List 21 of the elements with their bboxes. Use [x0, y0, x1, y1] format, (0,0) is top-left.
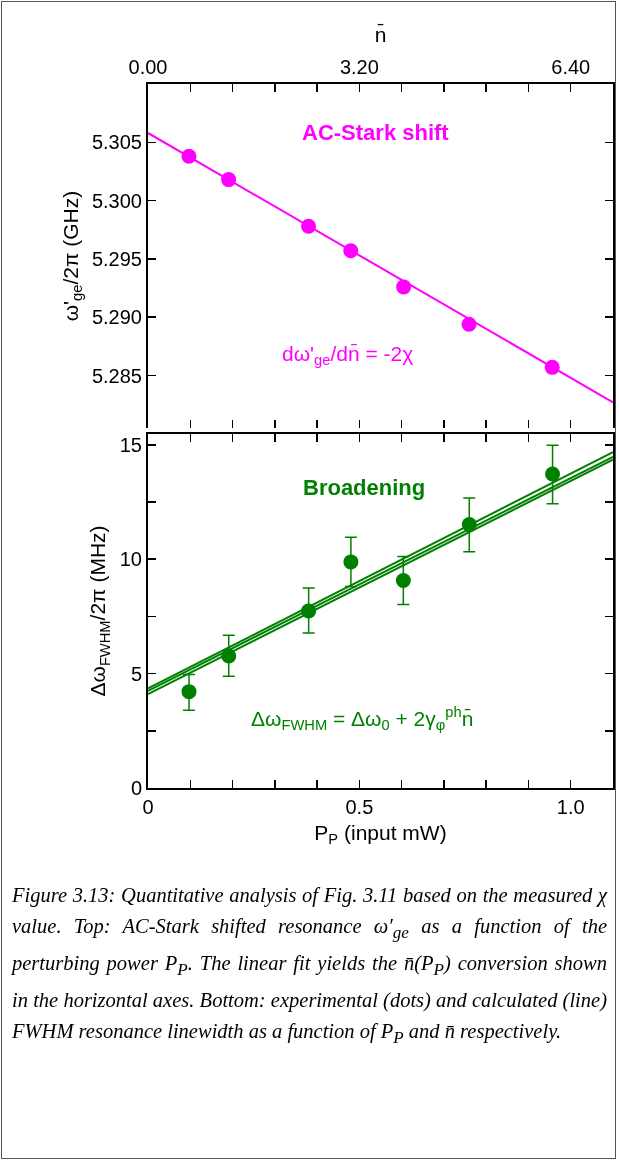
x-tick-label: 3.20: [339, 56, 379, 78]
y-tick-label: 5: [130, 662, 142, 685]
x-axis-title: P$_{P}$ (input mW): [314, 820, 447, 848]
annotation: dω'$_{ge}$/dn̄ = -2χ: [282, 342, 414, 369]
y-tick-label: 5.305: [91, 131, 142, 154]
y-tick-label: 5.300: [91, 189, 142, 212]
annotation: Δω$_{FWHM}$ = Δω$_{0}$ + 2γ$_{φ}$$^{ph}$n̄: [251, 704, 474, 734]
y-tick-label: 5.285: [91, 364, 142, 387]
x-axis-title: n̄: [374, 22, 387, 46]
text: Figure 3.13: Quantitative analysis of Fig. 3.11 based on the measured χ value. Top: AC-Stark shifted resonance ω′$_{ge}$ as a function of the perturbing power P$_{P}$. The linear fit yields the n̄(P$_{P}$) conversion shown in the horizontal axes. Bottom: experimental (dots) and calculated (line) FWHM resonance linewidth as a function of P$_{P}$ and n̄ respectively.: [12, 884, 608, 1048]
annotation: Broadening: [303, 475, 426, 500]
x-tick-label: 6.40: [551, 56, 591, 78]
x-tick-label: 0.5: [345, 796, 374, 818]
y-tick-label: 10: [119, 548, 142, 571]
x-tick-label: 1.0: [556, 796, 585, 818]
annotation: AC-Stark shift: [302, 120, 450, 145]
y-tick-label: 5.290: [91, 306, 142, 329]
y-tick-label: 15: [119, 433, 142, 456]
y-tick-label: 5.295: [91, 247, 142, 270]
x-tick-label: 0.00: [128, 56, 168, 78]
y-tick-label: 0: [130, 777, 142, 799]
